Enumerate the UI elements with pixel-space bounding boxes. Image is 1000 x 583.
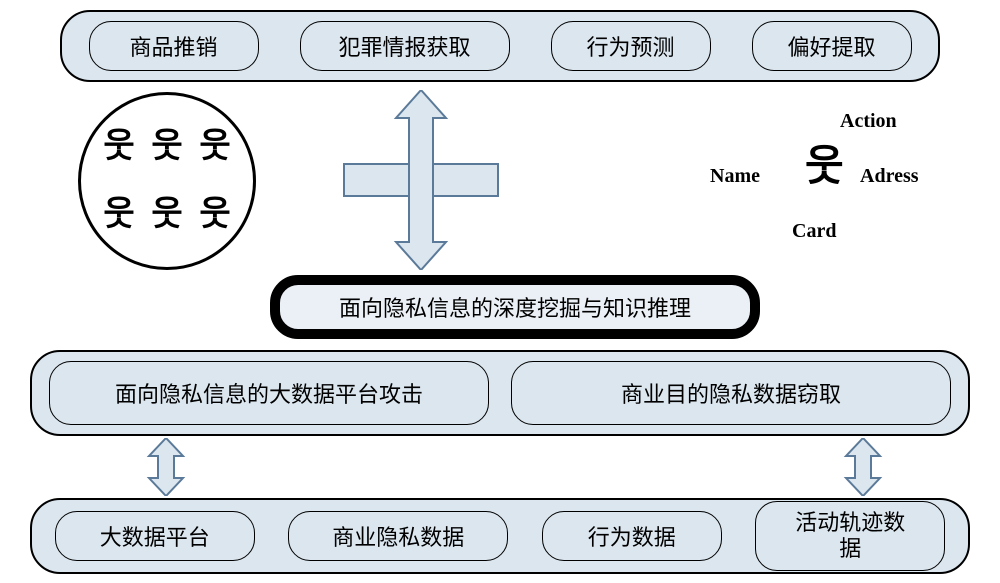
cross-double-arrow (336, 90, 506, 270)
node-trajectory-data: 活动轨迹数 据 (755, 501, 945, 572)
label: 商业目的隐私数据窃取 (621, 377, 841, 409)
label: 商品推销 (129, 30, 217, 62)
people-group-circle: 웃 웃 웃 웃 웃 웃 (78, 92, 256, 270)
double-arrow-left (145, 438, 187, 496)
label: 犯罪情报获取 (338, 30, 470, 62)
node-product-promotion: 商品推销 (89, 21, 259, 71)
person-icon: 웃 (151, 130, 182, 164)
person-icon: 웃 (199, 130, 230, 164)
label: 面向隐私信息的大数据平台攻击 (115, 377, 423, 409)
label: 行为数据 (588, 520, 676, 552)
node-bigdata-attack: 面向隐私信息的大数据平台攻击 (49, 361, 489, 425)
bottom-row-container: 大数据平台 商业隐私数据 行为数据 活动轨迹数 据 (30, 498, 970, 574)
person-icon: 웃 (103, 198, 134, 232)
top-row-container: 商品推销 犯罪情报获取 行为预测 偏好提取 (60, 10, 940, 82)
label: 偏好提取 (787, 30, 875, 62)
attr-name: Name (710, 165, 760, 188)
node-crime-intel: 犯罪情报获取 (300, 21, 510, 71)
node-behavior-data: 行为数据 (542, 511, 722, 561)
label: 面向隐私信息的深度挖掘与知识推理 (339, 291, 691, 323)
node-behavior-predict: 行为预测 (551, 21, 711, 71)
node-biz-privacy-data: 商业隐私数据 (288, 511, 508, 561)
label: 大数据平台 (100, 520, 210, 552)
person-icon: 웃 (103, 130, 134, 164)
node-preference-extract: 偏好提取 (752, 21, 912, 71)
mid-row-container: 面向隐私信息的大数据平台攻击 商业目的隐私数据窃取 (30, 350, 970, 436)
node-biz-data-theft: 商业目的隐私数据窃取 (511, 361, 951, 425)
node-bigdata-platform: 大数据平台 (55, 511, 255, 561)
attribute-figure: Action Name 웃 Adress Card (710, 110, 950, 250)
attr-card: Card (792, 220, 836, 243)
label: 活动轨迹数 据 (795, 510, 905, 563)
center-mining-inference: 面向隐私信息的深度挖掘与知识推理 (270, 275, 760, 339)
label: 商业隐私数据 (332, 520, 464, 552)
person-icon: 웃 (199, 198, 230, 232)
attr-address: Adress (860, 165, 919, 188)
person-icon: 웃 (151, 198, 182, 232)
label: 行为预测 (586, 30, 674, 62)
double-arrow-right (842, 438, 884, 496)
attr-action: Action (840, 110, 897, 133)
person-icon: 웃 (805, 146, 844, 188)
